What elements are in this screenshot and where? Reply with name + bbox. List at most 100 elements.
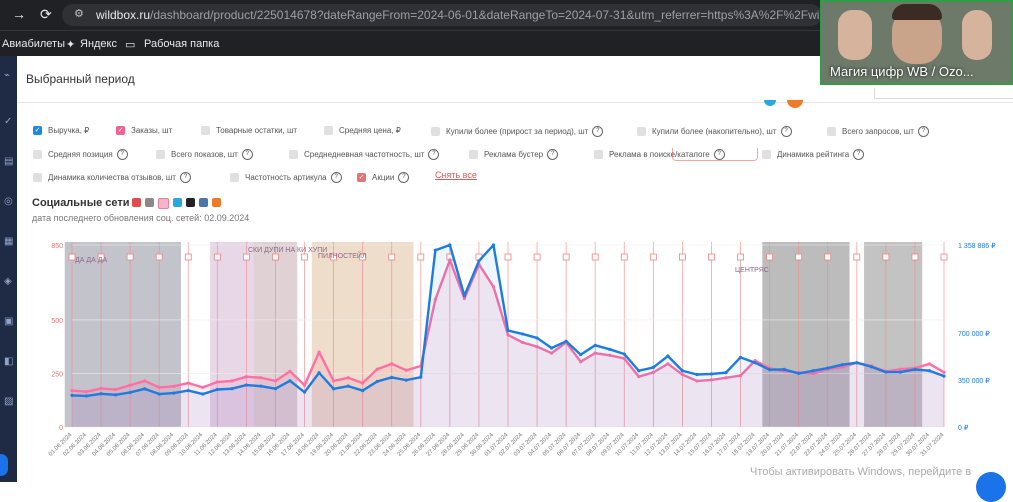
- metric-checkbox[interactable]: Реклама бустер?: [469, 149, 559, 160]
- sidebar-icon[interactable]: ▨: [4, 396, 14, 407]
- checkbox-icon[interactable]: [431, 127, 440, 136]
- forward-icon[interactable]: →: [12, 6, 26, 22]
- checkbox-icon[interactable]: [762, 150, 771, 159]
- promo-flag: [649, 253, 657, 261]
- sidebar-icon[interactable]: ◎: [4, 196, 13, 207]
- checkbox-icon[interactable]: ✓: [33, 126, 42, 135]
- telegram-icon[interactable]: [764, 100, 776, 106]
- help-icon[interactable]: ?: [428, 149, 440, 160]
- metric-checkbox[interactable]: ✓ Акции?: [357, 172, 410, 183]
- metric-checkbox[interactable]: Динамика количества отзывов, шт?: [33, 172, 191, 183]
- data-point: [172, 384, 176, 388]
- metric-checkbox[interactable]: Купили более (накопительно), шт?: [637, 126, 792, 137]
- sidebar-icon[interactable]: ◈: [4, 276, 12, 287]
- bookmark-yandex[interactable]: Яндекс: [80, 38, 117, 50]
- help-icon[interactable]: ?: [179, 172, 191, 183]
- windows-activation-watermark: Чтобы активировать Windows, перейдите в: [750, 466, 972, 478]
- help-icon[interactable]: ?: [853, 149, 865, 160]
- data-point: [942, 370, 946, 374]
- help-icon[interactable]: ?: [241, 149, 253, 160]
- social-checkbox-icon[interactable]: [132, 198, 141, 207]
- checkbox-icon[interactable]: [33, 150, 42, 159]
- metric-checkbox[interactable]: Всего показов, шт?: [156, 149, 253, 160]
- series-area: [72, 259, 944, 427]
- metric-checkbox[interactable]: Товарные остатки, шт: [201, 126, 297, 135]
- site-settings-icon[interactable]: ⚙: [74, 8, 84, 20]
- data-point: [201, 392, 205, 396]
- checkbox-icon[interactable]: [324, 126, 333, 135]
- checkbox-icon[interactable]: [156, 150, 165, 159]
- reload-icon[interactable]: ⟳: [40, 6, 52, 22]
- instagram-icon[interactable]: [158, 198, 169, 209]
- help-icon[interactable]: ?: [398, 172, 410, 183]
- checkbox-icon[interactable]: [289, 150, 298, 159]
- sidebar-icon[interactable]: ▣: [4, 316, 14, 327]
- bookmark-aviabilety[interactable]: Авиабилеты: [2, 38, 66, 50]
- data-point: [390, 375, 394, 380]
- metric-checkbox[interactable]: Средняя позиция?: [33, 149, 128, 160]
- tiktok-icon[interactable]: [186, 198, 195, 207]
- telegram-icon[interactable]: [173, 198, 182, 207]
- help-icon[interactable]: ?: [780, 126, 792, 137]
- checkbox-icon[interactable]: [469, 150, 478, 159]
- metric-label: Среднедневная частотность, шт: [304, 150, 425, 159]
- header-search-stub[interactable]: [874, 88, 1013, 99]
- checkbox-icon[interactable]: [33, 173, 42, 182]
- metric-checkbox[interactable]: Средняя цена, ₽: [324, 126, 401, 135]
- checkbox-icon[interactable]: ✓: [357, 173, 366, 182]
- help-icon[interactable]: ?: [330, 172, 342, 183]
- metric-checkbox[interactable]: Динамика рейтинга?: [762, 149, 865, 160]
- help-icon[interactable]: ?: [592, 126, 604, 137]
- data-point: [317, 371, 321, 375]
- metric-checkbox[interactable]: ✓ Выручка, ₽: [33, 126, 89, 135]
- metric-checkbox[interactable]: Реклама в поиске/каталоге?: [594, 149, 725, 160]
- checkbox-icon[interactable]: ✓: [116, 126, 125, 135]
- checkbox-icon[interactable]: [230, 173, 239, 182]
- checkbox-icon[interactable]: [594, 150, 603, 159]
- data-point: [84, 394, 89, 398]
- metric-checkbox[interactable]: Среднедневная частотность, шт?: [289, 149, 440, 160]
- sidebar-icon[interactable]: ▦: [4, 236, 14, 247]
- data-point: [448, 258, 452, 262]
- social-title: Социальные сети: [32, 197, 130, 209]
- reset-all-link[interactable]: Снять все: [435, 170, 477, 180]
- promo-flag: [795, 253, 803, 261]
- data-point: [491, 243, 496, 247]
- sidebar-icon[interactable]: ◧: [4, 356, 14, 367]
- url-text[interactable]: wildbox.ru/dashboard/product/225014678?d…: [96, 8, 883, 22]
- data-point: [651, 365, 655, 369]
- metric-label: Выручка, ₽: [48, 126, 90, 135]
- chat-widget-button[interactable]: [0, 454, 8, 476]
- metric-checkbox[interactable]: Всего запросов, шт?: [827, 126, 929, 137]
- metric-checkbox[interactable]: Частотность артикула?: [230, 172, 342, 183]
- data-point: [637, 375, 641, 379]
- range-annotation: СКИ ДУПИ НА КИ ХУПИ: [248, 247, 327, 254]
- checkbox-icon[interactable]: [201, 126, 210, 135]
- support-button[interactable]: [976, 472, 1006, 502]
- help-icon[interactable]: ?: [917, 126, 929, 137]
- sidebar-icon[interactable]: ▤: [4, 156, 14, 167]
- data-point: [215, 387, 219, 392]
- help-icon[interactable]: ?: [116, 149, 128, 160]
- promo-flag: [562, 253, 570, 261]
- data-point: [186, 388, 190, 393]
- sidebar-icon[interactable]: ⌁: [4, 70, 11, 81]
- metric-checkbox[interactable]: ✓ Заказы, шт: [116, 126, 172, 135]
- help-icon[interactable]: ?: [713, 149, 725, 160]
- export-icon[interactable]: [787, 100, 803, 108]
- date-range-button[interactable]: [672, 148, 758, 161]
- data-point: [608, 353, 612, 357]
- left-tick-label: 250: [51, 371, 63, 378]
- vkontakte-icon[interactable]: [199, 198, 208, 207]
- data-point: [143, 387, 147, 391]
- metric-checkbox[interactable]: Купили более (прирост за период), шт?: [431, 126, 604, 137]
- data-point: [114, 387, 118, 392]
- help-icon[interactable]: ?: [547, 149, 559, 160]
- checkbox-icon[interactable]: [637, 127, 646, 136]
- sidebar-icon[interactable]: ✓: [4, 116, 13, 127]
- address-bar[interactable]: [62, 4, 822, 26]
- bookmark-work-folder[interactable]: Рабочая папка: [144, 38, 220, 50]
- checkbox-icon[interactable]: [827, 127, 836, 136]
- vk-icon[interactable]: [145, 198, 154, 207]
- ok-icon[interactable]: [212, 198, 221, 207]
